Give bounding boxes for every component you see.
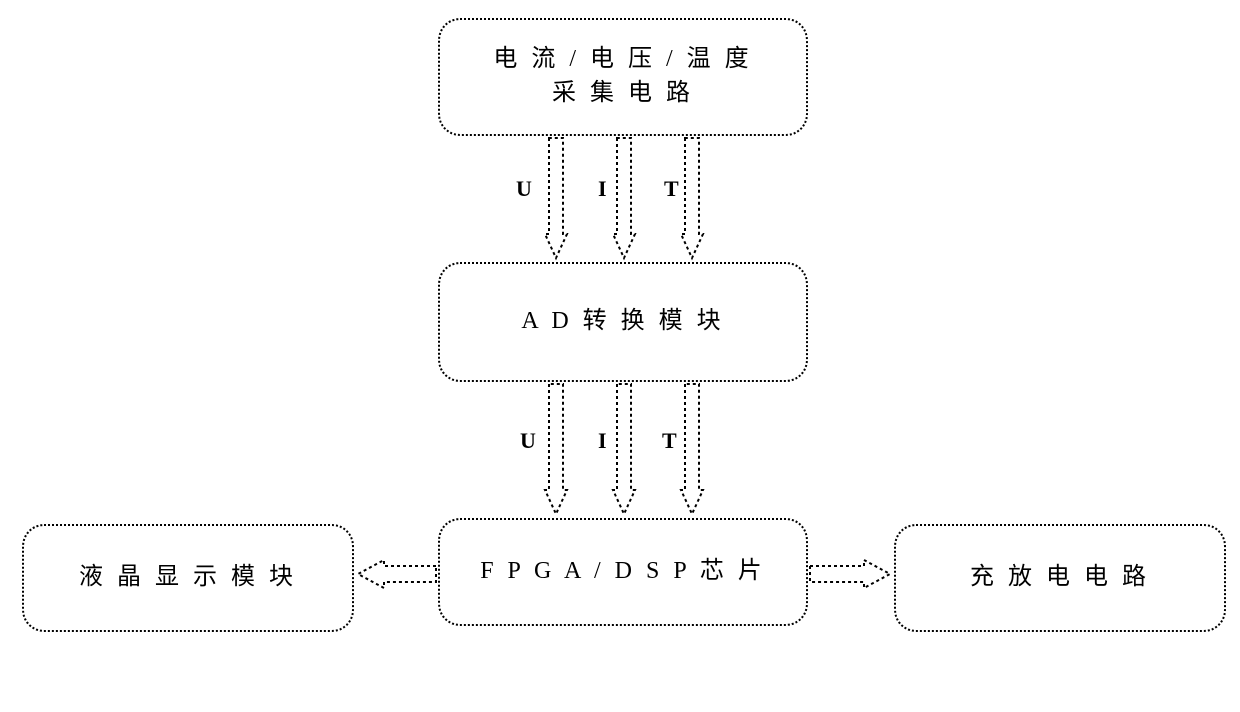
arrow-label-i1: I	[598, 176, 607, 202]
node-ad: A D 转 换 模 块	[438, 262, 808, 382]
arrow-down-i1	[613, 138, 635, 258]
node-lcd: 液 晶 显 示 模 块	[22, 524, 354, 632]
node-acquisition: 电 流 / 电 压 / 温 度 采 集 电 路	[438, 18, 808, 136]
arrow-label-i2: I	[598, 428, 607, 454]
arrow-down-t1	[681, 138, 703, 258]
text-line: 电 流 / 电 压 / 温 度	[493, 46, 752, 72]
node-fpga: F P G A / D S P 芯 片	[438, 518, 808, 626]
node-charge-label: 充 放 电 电 路	[970, 561, 1150, 595]
arrow-right-charge	[810, 560, 890, 588]
arrow-label-t2: T	[662, 428, 677, 454]
arrow-down-u2	[545, 384, 567, 514]
arrow-down-t2	[681, 384, 703, 514]
node-acquisition-label: 电 流 / 电 压 / 温 度 采 集 电 路	[493, 43, 752, 110]
arrow-down-u1	[545, 138, 567, 258]
arrow-down-i2	[613, 384, 635, 514]
arrow-label-u2: U	[520, 428, 536, 454]
text-line: 采 集 电 路	[552, 80, 694, 106]
node-charge: 充 放 电 电 路	[894, 524, 1226, 632]
arrow-label-u1: U	[516, 176, 532, 202]
node-lcd-label: 液 晶 显 示 模 块	[79, 561, 297, 595]
arrow-label-t1: T	[664, 176, 679, 202]
node-fpga-label: F P G A / D S P 芯 片	[480, 555, 766, 589]
arrow-left-lcd	[358, 560, 436, 588]
node-ad-label: A D 转 换 模 块	[521, 305, 724, 339]
